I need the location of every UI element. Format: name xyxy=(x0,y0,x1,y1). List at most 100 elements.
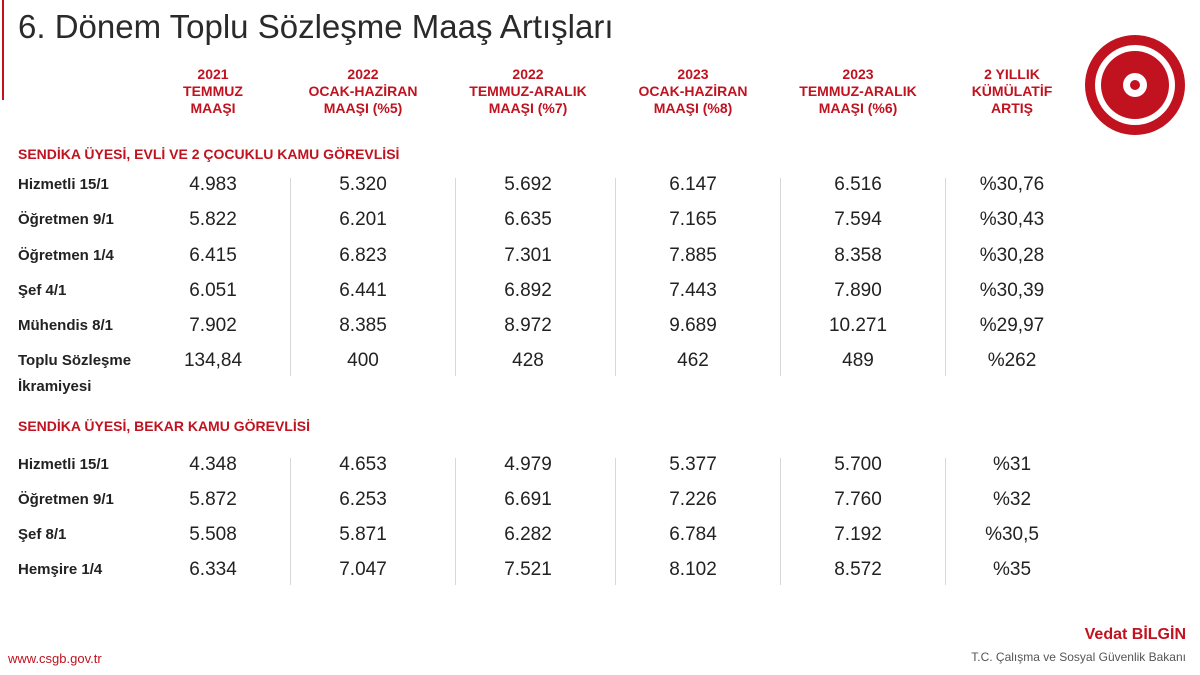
column-separator xyxy=(780,458,781,585)
cell-value: 462 xyxy=(677,350,709,371)
cell-value: 5.692 xyxy=(504,174,552,195)
cell-value: 7.047 xyxy=(339,559,387,580)
column-header: KÜMÜLATİF xyxy=(971,83,1053,99)
cell-value: 8.972 xyxy=(504,315,552,336)
cell-value: 6.441 xyxy=(339,280,387,301)
cell-value: 7.760 xyxy=(834,489,882,510)
cell-value: 400 xyxy=(347,350,379,371)
cell-value: 7.521 xyxy=(504,559,552,580)
row-label: Öğretmen 9/1 xyxy=(18,491,114,508)
cell-value: 6.516 xyxy=(834,174,882,195)
cell-value: %30,28 xyxy=(979,245,1045,266)
cell-value: 6.282 xyxy=(504,524,552,545)
column-header: MAAŞI (%5) xyxy=(323,100,403,116)
cell-value: 6.201 xyxy=(339,209,387,230)
column-separator xyxy=(455,458,456,585)
column-separator xyxy=(455,178,456,376)
cell-value: 7.192 xyxy=(834,524,882,545)
signatory-role: T.C. Çalışma ve Sosyal Güvenlik Bakanı xyxy=(971,650,1186,664)
cell-value: 4.348 xyxy=(189,454,237,475)
cell-value: 4.979 xyxy=(504,454,552,475)
section-title: SENDİKA ÜYESİ, EVLİ VE 2 ÇOCUKLU KAMU GÖ… xyxy=(18,146,400,162)
column-header: 2 YILLIK xyxy=(984,66,1040,82)
cell-value: 7.890 xyxy=(834,280,882,301)
column-header: 2023 xyxy=(677,66,709,82)
column-header: MAAŞI xyxy=(190,100,236,116)
cell-value: 7.594 xyxy=(834,209,882,230)
cell-value: 428 xyxy=(512,350,544,371)
accent-bar xyxy=(2,0,4,100)
signatory-name: Vedat BİLGİN xyxy=(1084,626,1186,643)
column-header: TEMMUZ xyxy=(183,83,243,99)
cell-value: 5.871 xyxy=(339,524,387,545)
cell-value: %35 xyxy=(992,559,1032,580)
column-header: TEMMUZ-ARALIK xyxy=(469,83,587,99)
column-header: MAAŞI (%6) xyxy=(818,100,898,116)
cell-value: 8.572 xyxy=(834,559,882,580)
row-label: Hizmetli 15/1 xyxy=(18,456,109,473)
cell-value: %32 xyxy=(992,489,1032,510)
section-title: SENDİKA ÜYESİ, BEKAR KAMU GÖREVLİSİ xyxy=(18,418,310,434)
logo xyxy=(1085,35,1185,135)
cell-value: %29,97 xyxy=(979,315,1045,336)
row-label: Öğretmen 1/4 xyxy=(18,247,114,264)
row-label: Şef 8/1 xyxy=(18,526,67,543)
cell-value: 7.301 xyxy=(504,245,552,266)
row-label: Toplu Sözleşme İkramiyesi xyxy=(18,352,132,395)
page-title: 6. Dönem Toplu Sözleşme Maaş Artışları xyxy=(18,8,614,45)
cell-value: 5.508 xyxy=(189,524,237,545)
cell-value: 5.872 xyxy=(189,489,237,510)
column-header: TEMMUZ-ARALIK xyxy=(799,83,917,99)
column-separator xyxy=(290,458,291,585)
cell-value: 134,84 xyxy=(183,350,243,371)
cell-value: 5.377 xyxy=(669,454,717,475)
cell-value: 6.334 xyxy=(189,559,237,580)
cell-value: 7.885 xyxy=(669,245,717,266)
cell-value: 8.358 xyxy=(834,245,882,266)
column-separator xyxy=(290,178,291,376)
column-header: OCAK-HAZİRAN xyxy=(308,83,418,99)
column-header: 2023 xyxy=(842,66,874,82)
column-header: MAAŞI (%8) xyxy=(653,100,733,116)
cell-value: 6.823 xyxy=(339,245,387,266)
cell-value: 489 xyxy=(842,350,874,371)
column-separator xyxy=(615,458,616,585)
column-separator xyxy=(780,178,781,376)
row-label: Öğretmen 9/1 xyxy=(18,211,114,228)
column-header: 2022 xyxy=(512,66,544,82)
column-separator xyxy=(945,458,946,585)
cell-value: %30,39 xyxy=(979,280,1045,301)
cell-value: 6.635 xyxy=(504,209,552,230)
cell-value: 6.784 xyxy=(669,524,717,545)
cell-value: 6.892 xyxy=(504,280,552,301)
cell-value: 4.653 xyxy=(339,454,387,475)
cell-value: 6.691 xyxy=(504,489,552,510)
cell-value: 6.415 xyxy=(189,245,237,266)
cell-value: %30,76 xyxy=(979,174,1045,195)
cell-value: 6.253 xyxy=(339,489,387,510)
cell-value: 5.822 xyxy=(189,209,237,230)
column-header: 2021 xyxy=(197,66,229,82)
cell-value: %31 xyxy=(992,454,1032,475)
cell-value: 8.102 xyxy=(669,559,717,580)
row-label: Şef 4/1 xyxy=(18,282,67,299)
cell-value: 6.051 xyxy=(189,280,237,301)
column-separator xyxy=(945,178,946,376)
cell-value: 9.689 xyxy=(669,315,717,336)
row-label: Mühendis 8/1 xyxy=(18,317,114,334)
cell-value: %30,5 xyxy=(985,524,1039,545)
cell-value: %30,43 xyxy=(979,209,1045,230)
cell-value: 5.320 xyxy=(339,174,387,195)
cell-value: 6.147 xyxy=(669,174,717,195)
row-label: Hemşire 1/4 xyxy=(18,561,103,578)
column-separator xyxy=(615,178,616,376)
column-header: 2022 xyxy=(347,66,379,82)
row-label: Hizmetli 15/1 xyxy=(18,176,109,193)
column-header: ARTIŞ xyxy=(991,100,1033,116)
cell-value: 7.226 xyxy=(669,489,717,510)
cell-value: 4.983 xyxy=(189,174,237,195)
column-header: MAAŞI (%7) xyxy=(488,100,568,116)
cell-value: 10.271 xyxy=(828,315,888,336)
cell-value: 8.385 xyxy=(339,315,387,336)
